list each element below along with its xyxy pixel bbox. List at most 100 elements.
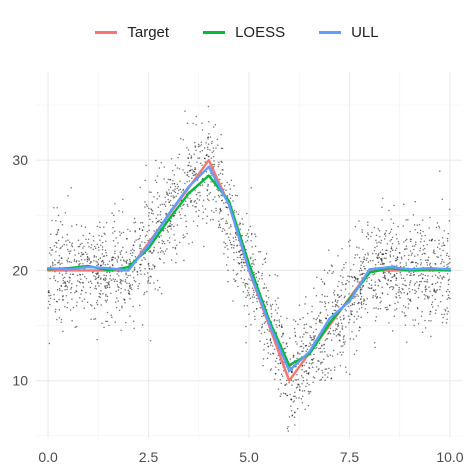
scatter-point — [86, 256, 89, 258]
scatter-point — [447, 288, 449, 291]
scatter-point — [89, 293, 92, 295]
scatter-point — [117, 257, 120, 259]
scatter-point — [94, 287, 96, 289]
scatter-point — [447, 232, 449, 235]
scatter-point — [373, 341, 376, 344]
scatter-point — [235, 211, 238, 213]
scatter-point — [105, 293, 107, 296]
scatter-point — [234, 194, 237, 197]
scatter-point — [379, 258, 382, 260]
scatter-point — [253, 271, 255, 274]
scatter-point — [233, 244, 235, 247]
scatter-point — [167, 194, 169, 197]
scatter-point — [139, 186, 141, 189]
scatter-point — [124, 281, 127, 283]
scatter-point — [145, 203, 148, 206]
scatter-point — [71, 245, 74, 248]
scatter-point — [227, 280, 229, 283]
scatter-point — [318, 360, 320, 362]
scatter-point — [207, 185, 209, 187]
scatter-point — [117, 289, 120, 291]
scatter-point — [140, 248, 142, 250]
scatter-point — [51, 219, 53, 222]
scatter-point — [410, 261, 412, 264]
scatter-point — [304, 331, 307, 334]
scatter-point — [195, 206, 197, 208]
scatter-point — [169, 200, 172, 202]
scatter-point — [362, 260, 365, 263]
scatter-point — [444, 309, 447, 312]
scatter-point — [207, 183, 209, 186]
scatter-point — [120, 249, 123, 252]
scatter-point — [326, 354, 328, 356]
scatter-point — [309, 344, 312, 346]
scatter-point — [77, 252, 80, 255]
scatter-point — [103, 326, 105, 328]
scatter-point — [305, 296, 307, 298]
scatter-point — [132, 305, 134, 308]
scatter-point — [267, 289, 269, 292]
scatter-point — [141, 259, 143, 262]
scatter-point — [310, 326, 313, 328]
scatter-point — [108, 281, 110, 283]
scatter-point — [398, 286, 400, 289]
scatter-point — [381, 249, 384, 251]
scatter-point — [177, 192, 179, 195]
scatter-point — [354, 296, 356, 299]
scatter-point — [376, 242, 378, 244]
scatter-point — [250, 240, 252, 242]
scatter-point — [199, 151, 201, 153]
scatter-point — [152, 264, 154, 266]
scatter-point — [284, 393, 287, 395]
scatter-point — [411, 289, 414, 291]
scatter-point — [264, 321, 267, 323]
scatter-point — [296, 386, 299, 388]
scatter-point — [86, 253, 88, 255]
scatter-point — [173, 174, 176, 176]
series-lines — [46, 158, 452, 382]
scatter-point — [342, 341, 345, 344]
scatter-point — [380, 239, 383, 242]
scatter-point — [363, 265, 365, 268]
scatter-point — [97, 272, 99, 275]
scatter-point — [132, 244, 135, 246]
scatter-point — [405, 264, 408, 266]
scatter-point — [246, 294, 249, 297]
scatter-point — [447, 262, 450, 265]
scatter-point — [250, 323, 252, 326]
scatter-point — [218, 196, 221, 198]
scatter-point — [165, 201, 167, 203]
scatter-point — [48, 300, 50, 303]
scatter-point — [173, 196, 176, 198]
scatter-point — [269, 369, 272, 371]
scatter-point — [80, 225, 83, 227]
scatter-point — [188, 164, 190, 167]
scatter-point — [71, 298, 73, 300]
scatter-point — [66, 280, 69, 283]
scatter-point — [365, 235, 368, 238]
scatter-point — [366, 280, 368, 282]
scatter-point — [415, 265, 418, 267]
scatter-point — [446, 298, 449, 300]
scatter-point — [271, 303, 274, 306]
scatter-point — [339, 335, 341, 337]
scatter-point — [277, 307, 280, 309]
scatter-point — [363, 298, 365, 301]
scatter-point — [228, 227, 230, 229]
scatter-point — [298, 304, 301, 307]
scatter-point — [190, 156, 193, 159]
scatter-point — [169, 186, 172, 189]
scatter-point — [244, 282, 247, 285]
scatter-point — [103, 274, 105, 276]
scatter-point — [299, 386, 301, 388]
scatter-point — [294, 335, 297, 338]
scatter-point — [409, 298, 411, 301]
scatter-point — [387, 308, 389, 310]
scatter-point — [133, 241, 136, 243]
scatter-point — [48, 294, 50, 297]
scatter-point — [389, 256, 392, 258]
scatter-point — [379, 251, 382, 253]
scatter-point — [407, 307, 410, 309]
scatter-point — [184, 110, 186, 112]
scatter-point — [221, 230, 224, 232]
